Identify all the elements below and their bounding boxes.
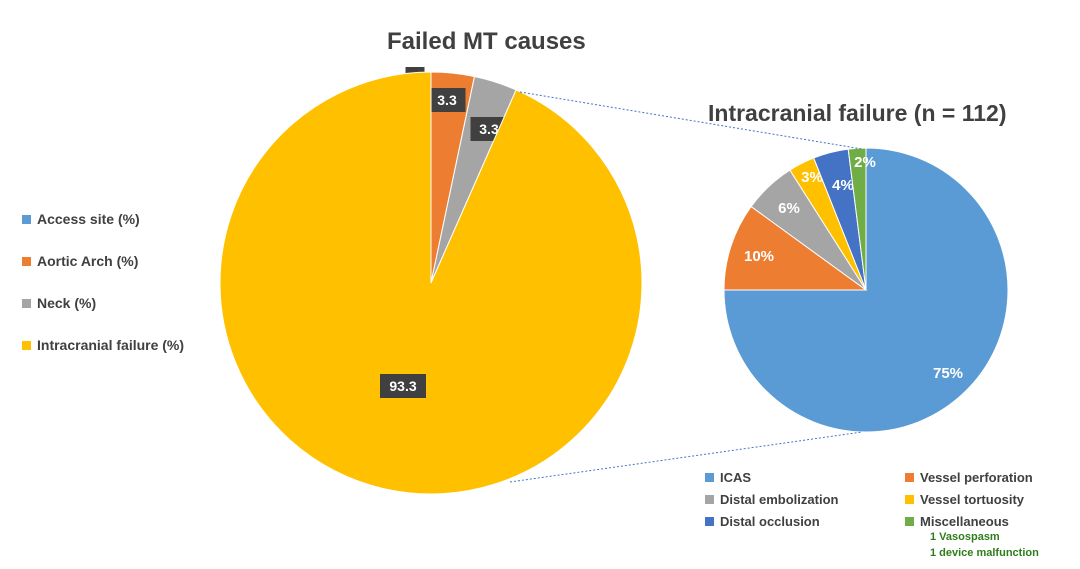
data-label-distal-embolization: 6% [778, 200, 800, 217]
legend-item-icas: ICAS [705, 467, 905, 487]
legend-label: Access site (%) [37, 211, 140, 227]
legend-swatch [22, 256, 31, 266]
legend-swatch [22, 340, 31, 350]
legend-label: Miscellaneous [920, 513, 1009, 529]
legend-swatch [905, 516, 914, 526]
data-label-intracranial-failure: 93.3 [389, 378, 416, 394]
legend-swatch [22, 298, 31, 308]
legend-item-distal-embolization: Distal embolization [705, 489, 905, 509]
legend-label: Vessel tortuosity [920, 491, 1025, 507]
miscellaneous-notes: 1 Vasospasm 1 device malfunction [930, 529, 1039, 561]
data-label-vessel-perforation: 10% [744, 248, 774, 265]
data-label-icas: 75% [933, 365, 963, 382]
legend-label: Aortic Arch (%) [37, 253, 139, 269]
legend-item-vessel-tortuosity: Vessel tortuosity [905, 489, 1065, 509]
legend-item-aortic-arch: Aortic Arch (%) [22, 240, 184, 282]
legend-item-vessel-perforation: Vessel perforation [905, 467, 1065, 487]
legend-swatch [22, 214, 31, 224]
note-device-malfunction: 1 device malfunction [930, 547, 1039, 559]
legend-swatch [705, 516, 714, 526]
legend-swatch [705, 472, 714, 482]
pie-slice-vessel-perforation [723, 205, 868, 291]
legend-swatch [705, 494, 714, 504]
legend-item-intracranial: Intracranial failure (%) [22, 324, 184, 366]
legend-label: Neck (%) [37, 295, 97, 311]
data-label-box-intracranial-failure [380, 374, 426, 398]
data-label-miscellaneous: 2% [854, 154, 876, 171]
legend-item-neck: Neck (%) [22, 282, 184, 324]
data-label-aortic-arch: 3.3 [437, 92, 457, 108]
legend-label: Distal occlusion [720, 513, 820, 529]
main-chart-title: Failed MT causes [387, 28, 586, 55]
legend-label: Distal embolization [720, 491, 839, 507]
connector-line-bottom [509, 431, 863, 483]
connector-line-top [519, 91, 863, 150]
legend-swatch [905, 494, 914, 504]
data-label-distal-occlusion: 4% [832, 177, 854, 194]
main-legend: Access site (%) Aortic Arch (%) Neck (%)… [22, 198, 184, 366]
data-label-neck: 3.3 [479, 121, 499, 137]
detail-chart-title: Intracranial failure (n = 112) [708, 100, 1007, 126]
legend-label: Intracranial failure (%) [37, 337, 185, 353]
legend-label: ICAS [720, 469, 752, 485]
data-label-box-aortic-arch [428, 88, 466, 112]
legend-item-access-site: Access site (%) [22, 198, 184, 240]
legend-label: Vessel perforation [920, 469, 1033, 485]
legend-swatch [905, 472, 914, 482]
data-label-vessel-tortuosity: 3% [801, 169, 823, 186]
pie-slice-icas [723, 147, 1009, 433]
legend-item-distal-occlusion: Distal occlusion [705, 511, 905, 531]
detail-legend: ICAS Vessel perforation Distal embolizat… [705, 467, 1065, 531]
note-vasospasm: 1 Vasospasm [930, 531, 1000, 543]
pie-slice-intracranial-failure [219, 71, 643, 495]
legend-item-miscellaneous: Miscellaneous [905, 511, 1065, 531]
